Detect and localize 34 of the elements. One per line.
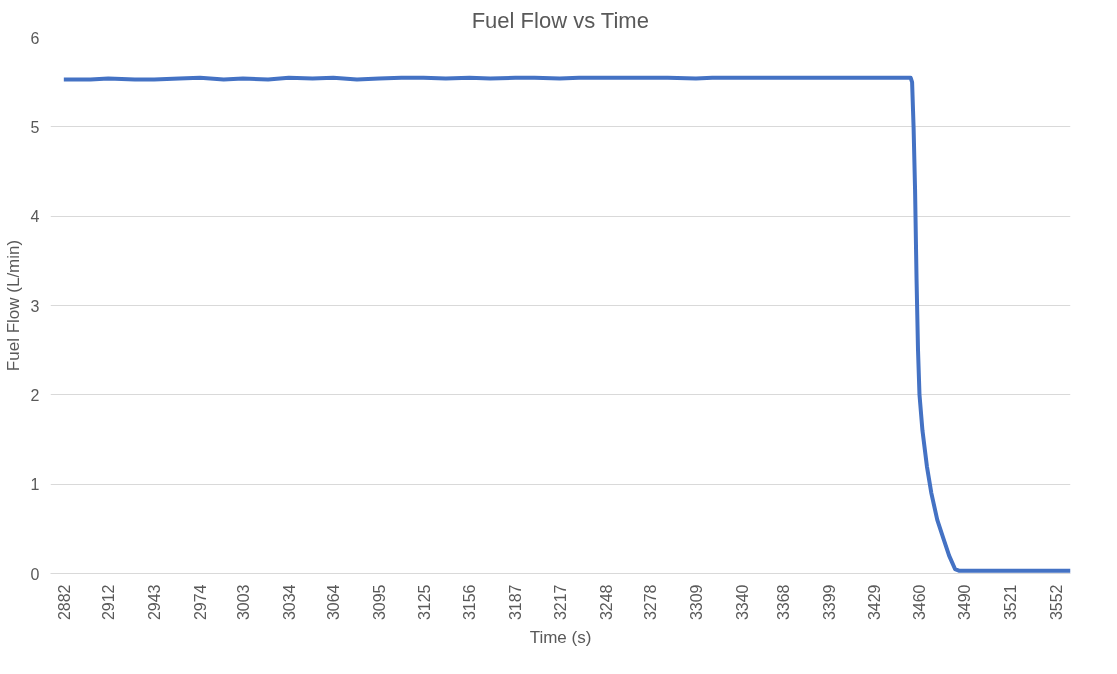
x-tick-label: 3156 [461,584,479,621]
x-tick-label: 2974 [192,584,210,621]
y-tick-label: 3 [30,297,40,315]
x-tick-label: 3248 [597,584,615,621]
x-tick-label: 3003 [234,584,252,621]
x-tick-label: 3217 [551,584,569,621]
x-tick-label: 3125 [415,584,433,621]
x-tick-label: 3309 [687,584,705,621]
x-tick-label: 3034 [280,584,298,621]
x-tick-label: 3340 [733,584,751,621]
x-tick-label: 3460 [911,584,929,621]
x-tick-label: 2943 [146,584,164,621]
x-tick-label: 3490 [955,584,973,621]
x-tick-label: 3368 [775,584,793,621]
y-tick-label: 0 [30,565,40,583]
y-tick-label: 2 [30,386,40,404]
y-tick-label: 1 [30,476,40,494]
line-series [61,75,1071,573]
x-axis-title: Time (s) [529,628,592,648]
x-tick-label: 2912 [100,584,118,621]
y-axis-title: Fuel Flow (L/min) [3,239,23,372]
y-tick-label: 6 [30,29,40,47]
x-tick-label: 3521 [1001,584,1019,621]
x-tick-label: 3399 [821,584,839,621]
x-tick-label: 3187 [507,584,525,621]
x-tick-label: 3278 [642,584,660,621]
y-tick-label: 5 [30,118,40,136]
chart-title: Fuel Flow vs Time [471,7,649,33]
x-tick-label: 3064 [325,584,343,621]
x-tick-label: 2882 [55,584,73,621]
y-tick-label: 4 [30,208,40,226]
x-tick-label: 3552 [1047,584,1065,621]
x-tick-label: 3095 [371,584,389,621]
x-tick-label: 3429 [865,584,883,621]
